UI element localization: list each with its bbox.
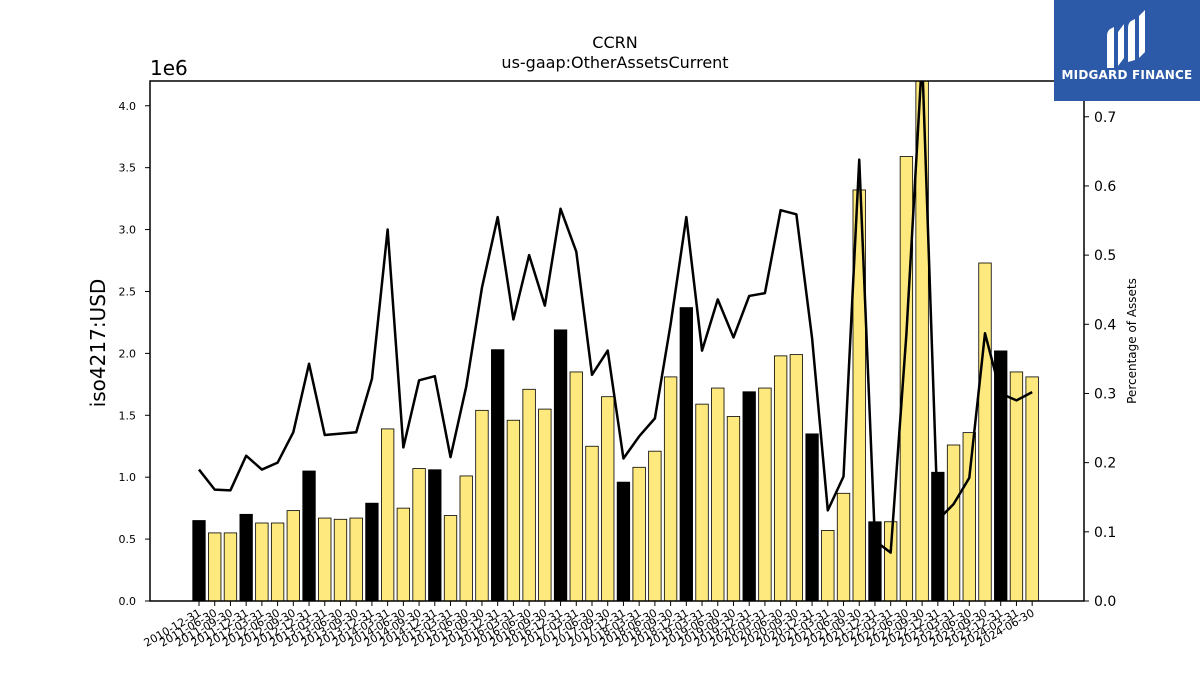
- bar: [443, 515, 458, 601]
- y2-tick-label: 0.5: [1094, 248, 1116, 264]
- bar: [585, 445, 599, 601]
- bar: [396, 507, 411, 601]
- bars: [192, 81, 1039, 601]
- bar: [491, 349, 505, 601]
- bar: [663, 376, 678, 601]
- bar: [962, 432, 976, 601]
- bar: [365, 502, 379, 601]
- bar: [506, 419, 521, 601]
- bar: [538, 408, 552, 601]
- y-tick-label: 0.0: [119, 595, 137, 608]
- bar: [946, 444, 961, 601]
- y2-axis-label: Percentage of Assets: [1125, 278, 1139, 404]
- y2-tick-label: 0.2: [1094, 456, 1116, 472]
- bar: [553, 329, 568, 601]
- bar: [412, 468, 426, 601]
- bar: [1025, 376, 1039, 601]
- bar: [522, 388, 536, 601]
- bar: [742, 391, 756, 601]
- bar: [789, 354, 804, 601]
- bar: [1009, 371, 1024, 601]
- bar: [648, 450, 662, 601]
- y2-tick-label: 0.6: [1094, 179, 1116, 195]
- y-tick-label: 3.5: [119, 162, 137, 175]
- bar: [601, 396, 615, 601]
- bar: [192, 520, 206, 601]
- bar: [569, 371, 583, 601]
- y-tick-label: 4.0: [119, 100, 137, 113]
- bar: [773, 355, 788, 601]
- y-multiplier-label: 1e6: [150, 56, 188, 80]
- bar: [821, 530, 835, 601]
- bar: [836, 492, 851, 601]
- chart-title: CCRN: [592, 33, 637, 52]
- y-tick-label: 0.5: [119, 533, 137, 546]
- bar: [726, 416, 741, 601]
- bar: [302, 470, 316, 601]
- y-tick-labels: 0.0 0.5 1.0 1.5 2.0 2.5 3.0 3.5 4.0: [119, 100, 150, 608]
- y-tick-label: 2.0: [119, 347, 137, 360]
- bar: [239, 513, 253, 601]
- y2-tick-label: 0.4: [1094, 317, 1116, 333]
- x-tick-labels: 2010-12-312011-06-302011-09-302011-12-31…: [142, 601, 1037, 650]
- bar: [475, 409, 489, 601]
- bar: [679, 307, 693, 601]
- bar: [711, 387, 725, 601]
- bar: [632, 466, 646, 601]
- y2-tick-label: 0.0: [1094, 594, 1116, 610]
- bar: [349, 517, 363, 601]
- logo-text: MIDGARD FINANCE: [1061, 68, 1193, 82]
- y2-tick-labels: 0.0 0.1 0.2 0.3 0.4 0.5 0.6 0.7: [1084, 110, 1116, 610]
- bar: [270, 522, 285, 601]
- bar: [286, 510, 300, 601]
- bar: [208, 532, 222, 601]
- bar: [223, 532, 238, 601]
- bar: [915, 81, 929, 601]
- bar: [805, 433, 819, 601]
- bar: [318, 517, 332, 601]
- y-tick-label: 1.0: [119, 471, 137, 484]
- bar: [616, 481, 631, 601]
- percent-series-line: [198, 81, 1033, 554]
- y2-tick-label: 0.3: [1094, 386, 1116, 402]
- bar: [884, 521, 898, 601]
- bar: [695, 403, 709, 601]
- bar: [255, 522, 269, 601]
- plot-frame: [149, 80, 1085, 602]
- axes: [149, 80, 1085, 602]
- y-tick-label: 2.5: [119, 285, 137, 298]
- bar: [459, 475, 473, 601]
- bar: [333, 518, 348, 601]
- y-axis-label: iso4217:USD: [86, 279, 110, 408]
- logo-mark-icon: [1107, 10, 1145, 68]
- y-tick-label: 1.5: [119, 409, 137, 422]
- bar: [380, 428, 395, 601]
- y2-tick-label: 0.7: [1094, 110, 1116, 126]
- bar: [994, 350, 1008, 601]
- bar: [428, 469, 442, 601]
- bar: [758, 387, 772, 601]
- y-tick-label: 3.0: [119, 224, 137, 237]
- bar: [978, 262, 992, 601]
- chart-subtitle: us-gaap:OtherAssetsCurrent: [501, 53, 728, 72]
- percent-line: [198, 81, 1033, 554]
- y2-tick-label: 0.1: [1094, 525, 1116, 541]
- midgard-finance-logo: MIDGARD FINANCE: [1054, 0, 1200, 101]
